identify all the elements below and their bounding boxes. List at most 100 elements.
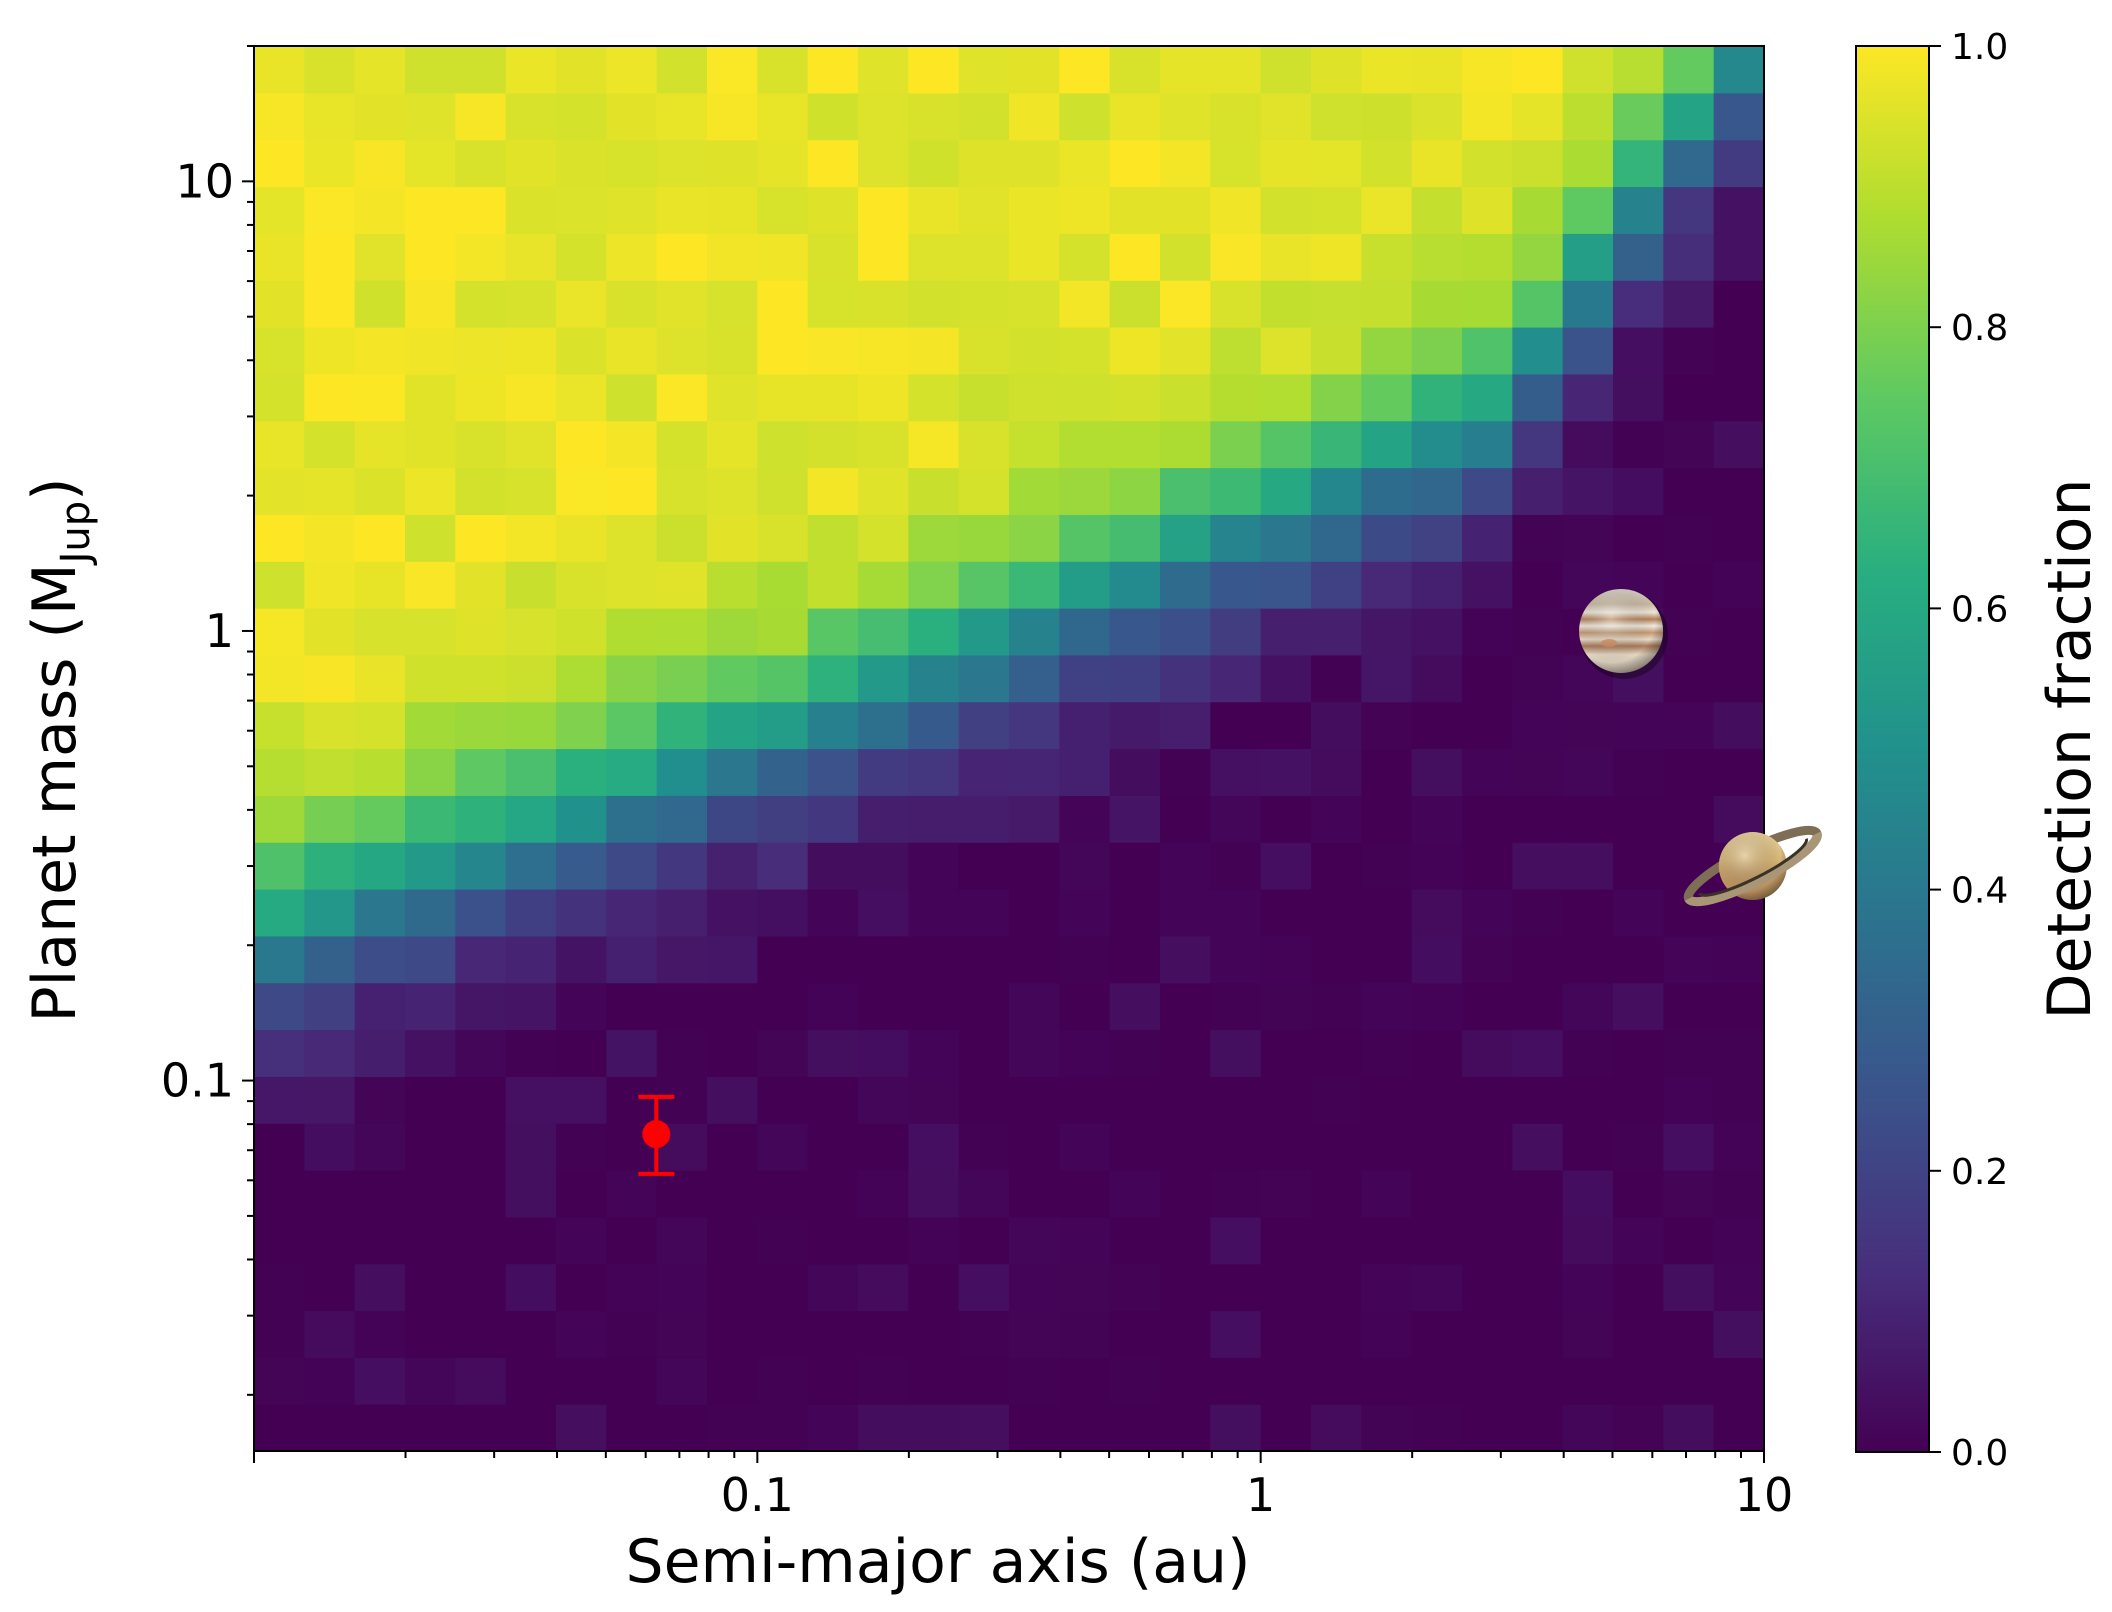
heatmap-cell <box>707 327 758 375</box>
heatmap-cell <box>1512 935 1564 984</box>
heatmap-cell <box>1260 46 1312 94</box>
heatmap-cell <box>1462 1404 1513 1452</box>
heatmap-cell <box>1613 514 1664 562</box>
heatmap-cell <box>354 1123 406 1171</box>
heatmap-cell <box>1512 654 1564 703</box>
heatmap-cell <box>1361 654 1413 703</box>
heatmap-cell <box>254 608 305 656</box>
heatmap-cell <box>1512 186 1564 234</box>
heatmap-cell <box>1562 1310 1614 1358</box>
heatmap-cell <box>807 467 859 515</box>
heatmap-cell <box>606 1029 658 1077</box>
heatmap-cell <box>807 233 859 281</box>
heatmap-cell <box>354 139 406 188</box>
heatmap-cell <box>354 654 406 703</box>
heatmap-cell <box>1109 233 1161 281</box>
heatmap-cell <box>405 1216 456 1265</box>
heatmap-cell <box>807 982 859 1031</box>
heatmap-cell <box>1562 186 1614 234</box>
heatmap-cell <box>354 1170 406 1218</box>
heatmap-cell <box>1562 514 1614 562</box>
heatmap-cell <box>807 1076 859 1124</box>
heatmap-cell <box>455 46 507 94</box>
heatmap-cell <box>1512 1029 1564 1077</box>
heatmap-cell <box>1260 935 1312 984</box>
heatmap-cell <box>908 935 960 984</box>
heatmap-cell <box>1462 467 1513 515</box>
heatmap-cell <box>455 1357 507 1405</box>
heatmap-cell <box>958 327 1010 375</box>
heatmap-cell <box>1713 327 1765 375</box>
heatmap-cell <box>1059 139 1111 188</box>
heatmap-cell <box>1311 139 1362 188</box>
heatmap-cell <box>1562 139 1614 188</box>
heatmap-cell <box>1210 139 1262 188</box>
heatmap-cell <box>505 1263 557 1312</box>
heatmap-cell <box>807 1404 859 1452</box>
saturn-ring-gap <box>1697 838 1808 897</box>
heatmap-cell <box>1411 889 1463 937</box>
heatmap-cell <box>707 1310 758 1358</box>
heatmap-cell <box>1311 1404 1362 1452</box>
heatmap-cell <box>1009 46 1060 94</box>
heatmap-cell <box>1562 92 1614 141</box>
y-axis-label-main: Planet mass (M <box>20 563 90 1022</box>
heatmap-cell <box>858 1029 909 1077</box>
heatmap-cell <box>1311 842 1362 890</box>
heatmap-cell <box>1411 280 1463 328</box>
heatmap-cell <box>807 1357 859 1405</box>
heatmap-cell <box>304 842 356 890</box>
heatmap-cell <box>405 889 456 937</box>
heatmap-cell <box>1361 467 1413 515</box>
heatmap-cell <box>1512 467 1564 515</box>
heatmap-cell <box>757 1310 809 1358</box>
heatmap-cell <box>254 1404 305 1452</box>
heatmap-cell <box>606 233 658 281</box>
heatmap-cell <box>354 1357 406 1405</box>
heatmap-cell <box>1562 982 1614 1031</box>
heatmap-cell <box>656 233 708 281</box>
heatmap-cell <box>707 654 758 703</box>
heatmap-cell <box>254 467 305 515</box>
heatmap-cell <box>807 280 859 328</box>
heatmap-cell <box>707 233 758 281</box>
heatmap-cell <box>958 1076 1010 1124</box>
heatmap-cell <box>405 467 456 515</box>
heatmap-cell <box>707 280 758 328</box>
heatmap-cell <box>304 373 356 422</box>
heatmap-cell <box>354 982 406 1031</box>
heatmap-cell <box>1411 1404 1463 1452</box>
heatmap-cell <box>304 186 356 234</box>
heatmap-cell <box>1411 373 1463 422</box>
heatmap-cell <box>1311 327 1362 375</box>
colorbar-ticks: 0.0 0.2 0.4 0.6 0.8 1.0 <box>1929 27 2008 1474</box>
heatmap-cell <box>1009 1076 1060 1124</box>
heatmap-cell <box>354 46 406 94</box>
heatmap-cell <box>1512 1216 1564 1265</box>
heatmap-cell <box>405 561 456 609</box>
heatmap-cell <box>505 92 557 141</box>
heatmap-cell <box>1562 327 1614 375</box>
heatmap-cell <box>1059 514 1111 562</box>
heatmap-cell <box>1260 701 1312 750</box>
heatmap-cell <box>304 795 356 843</box>
heatmap-cell <box>908 420 960 469</box>
heatmap-cell <box>1462 327 1513 375</box>
heatmap-cell <box>1613 139 1664 188</box>
heatmap-cell <box>1059 795 1111 843</box>
heatmap-cell <box>606 608 658 656</box>
heatmap-cell <box>1009 842 1060 890</box>
heatmap-cell <box>958 982 1010 1031</box>
heatmap-cell <box>254 1216 305 1265</box>
heatmap-cell <box>354 420 406 469</box>
jupiter-spot <box>1601 638 1618 647</box>
heatmap-cell <box>606 467 658 515</box>
heatmap-cell <box>354 889 406 937</box>
heatmap-cell <box>1462 46 1513 94</box>
heatmap-cell <box>606 1263 658 1312</box>
heatmap-cell <box>1311 514 1362 562</box>
heatmap-cell <box>1663 1123 1715 1171</box>
heatmap-cell <box>1059 373 1111 422</box>
heatmap-cell <box>606 1076 658 1124</box>
heatmap-cell <box>505 842 557 890</box>
